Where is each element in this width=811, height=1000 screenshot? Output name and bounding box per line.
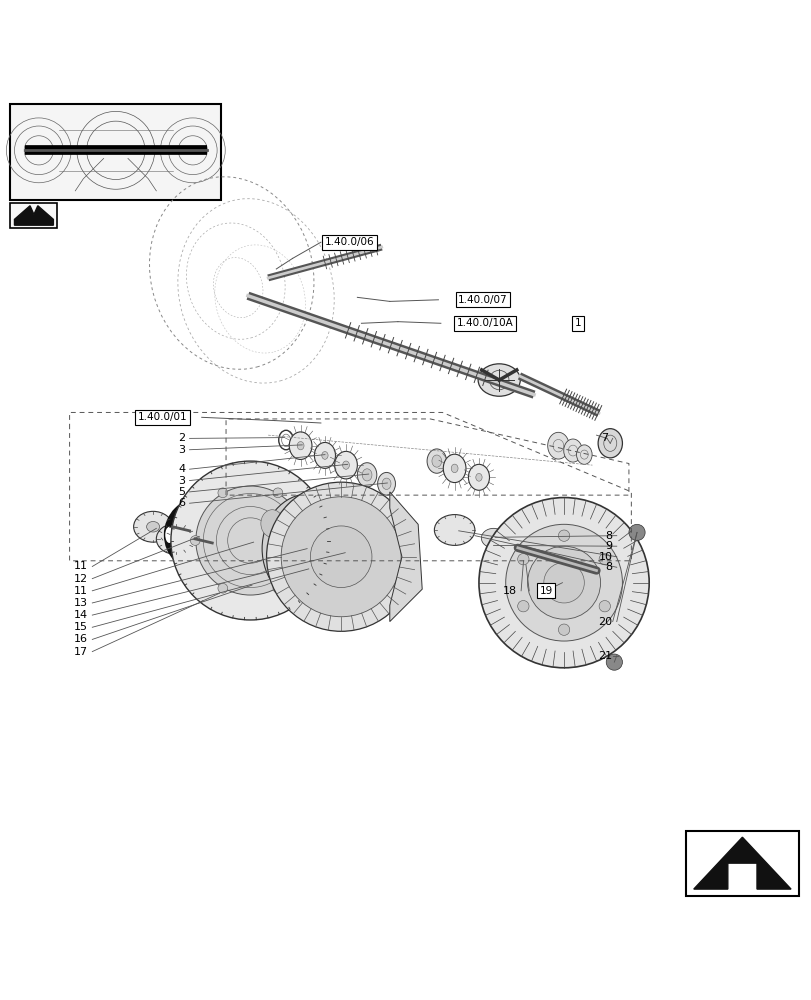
Ellipse shape bbox=[478, 364, 520, 396]
Text: 17: 17 bbox=[74, 647, 88, 657]
Ellipse shape bbox=[431, 455, 441, 467]
Ellipse shape bbox=[262, 494, 355, 603]
Ellipse shape bbox=[314, 442, 335, 468]
Ellipse shape bbox=[297, 585, 320, 613]
Ellipse shape bbox=[289, 526, 328, 571]
Text: 11: 11 bbox=[74, 586, 88, 596]
Text: 14: 14 bbox=[74, 610, 88, 620]
Text: 7: 7 bbox=[601, 433, 608, 443]
Circle shape bbox=[310, 526, 371, 588]
Circle shape bbox=[281, 497, 401, 617]
Text: 18: 18 bbox=[502, 586, 517, 596]
Ellipse shape bbox=[165, 527, 173, 543]
Text: 8: 8 bbox=[605, 562, 612, 572]
Circle shape bbox=[543, 562, 584, 603]
Ellipse shape bbox=[134, 511, 172, 542]
Ellipse shape bbox=[563, 439, 581, 462]
Ellipse shape bbox=[333, 510, 356, 537]
Circle shape bbox=[217, 488, 227, 498]
Text: 16: 16 bbox=[74, 634, 88, 644]
Ellipse shape bbox=[547, 432, 569, 459]
Text: 1: 1 bbox=[574, 318, 581, 328]
Ellipse shape bbox=[468, 464, 489, 490]
Ellipse shape bbox=[598, 429, 622, 458]
Text: 21: 21 bbox=[598, 651, 612, 661]
Circle shape bbox=[170, 461, 329, 620]
Ellipse shape bbox=[382, 478, 391, 489]
Circle shape bbox=[272, 488, 282, 498]
Polygon shape bbox=[389, 492, 422, 622]
Ellipse shape bbox=[434, 515, 474, 545]
Ellipse shape bbox=[451, 464, 457, 473]
Circle shape bbox=[300, 536, 310, 545]
Text: 12: 12 bbox=[74, 574, 88, 584]
Text: 3: 3 bbox=[178, 445, 185, 455]
Circle shape bbox=[558, 624, 569, 635]
Circle shape bbox=[606, 654, 622, 670]
Text: 15: 15 bbox=[74, 622, 88, 632]
Ellipse shape bbox=[147, 521, 160, 532]
Ellipse shape bbox=[157, 524, 195, 554]
Ellipse shape bbox=[481, 528, 505, 548]
Circle shape bbox=[558, 530, 569, 541]
Bar bbox=[11, 104, 221, 200]
Ellipse shape bbox=[289, 432, 311, 459]
Ellipse shape bbox=[334, 451, 357, 479]
Text: 1.40.0/06: 1.40.0/06 bbox=[324, 237, 374, 247]
Ellipse shape bbox=[377, 472, 395, 495]
Ellipse shape bbox=[443, 454, 466, 483]
Circle shape bbox=[517, 554, 529, 565]
Circle shape bbox=[195, 486, 304, 595]
Ellipse shape bbox=[260, 510, 283, 537]
Ellipse shape bbox=[297, 442, 303, 450]
Ellipse shape bbox=[321, 452, 328, 459]
Bar bbox=[684, 831, 798, 896]
Ellipse shape bbox=[357, 463, 376, 487]
Text: 10: 10 bbox=[598, 552, 612, 562]
Ellipse shape bbox=[501, 537, 521, 552]
Text: 1.40.0/10A: 1.40.0/10A bbox=[457, 318, 513, 328]
Text: 8: 8 bbox=[605, 531, 612, 541]
Circle shape bbox=[505, 524, 622, 641]
Polygon shape bbox=[693, 837, 790, 889]
Circle shape bbox=[527, 546, 600, 619]
Text: 9: 9 bbox=[605, 541, 612, 551]
Ellipse shape bbox=[169, 534, 182, 544]
Text: 3: 3 bbox=[178, 476, 185, 486]
Text: 4: 4 bbox=[178, 464, 185, 474]
Text: 5: 5 bbox=[178, 487, 185, 497]
Circle shape bbox=[266, 482, 415, 631]
Ellipse shape bbox=[576, 445, 591, 464]
Text: 1.40.0/07: 1.40.0/07 bbox=[457, 295, 507, 305]
Ellipse shape bbox=[475, 473, 482, 481]
Circle shape bbox=[478, 498, 648, 668]
Circle shape bbox=[599, 601, 610, 612]
Circle shape bbox=[272, 583, 282, 593]
Circle shape bbox=[217, 583, 227, 593]
Text: 6: 6 bbox=[178, 498, 185, 508]
Text: 2: 2 bbox=[178, 433, 185, 443]
Text: 13: 13 bbox=[74, 598, 88, 608]
Circle shape bbox=[517, 601, 529, 612]
Bar bbox=[11, 203, 58, 228]
Ellipse shape bbox=[427, 449, 446, 473]
Circle shape bbox=[190, 536, 200, 545]
Text: 11: 11 bbox=[74, 561, 88, 571]
Ellipse shape bbox=[362, 469, 371, 481]
Text: 19: 19 bbox=[539, 586, 552, 596]
Ellipse shape bbox=[342, 461, 349, 469]
Circle shape bbox=[629, 524, 644, 541]
Polygon shape bbox=[15, 206, 54, 225]
Circle shape bbox=[599, 554, 610, 565]
Text: 1.40.0/01: 1.40.0/01 bbox=[138, 412, 187, 422]
Text: 20: 20 bbox=[598, 617, 612, 627]
